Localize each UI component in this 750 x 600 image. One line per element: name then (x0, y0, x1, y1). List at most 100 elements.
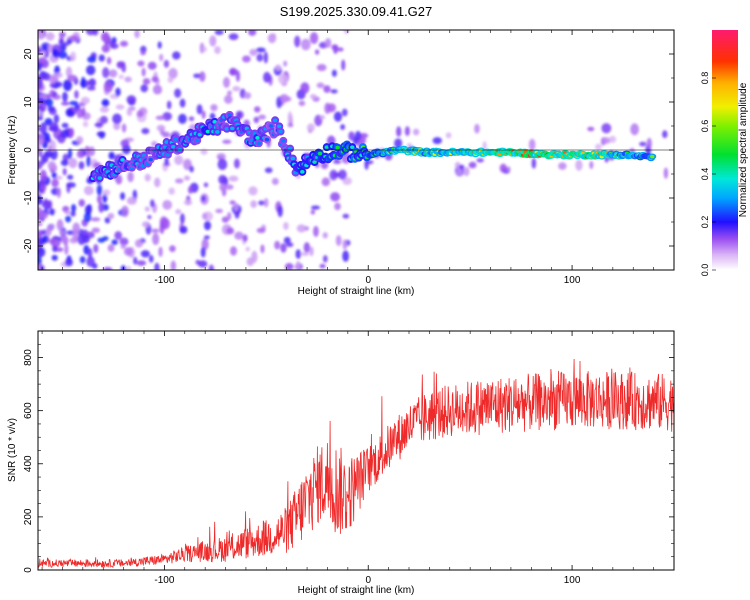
noise-blob (101, 99, 110, 107)
noise-blob (163, 59, 170, 68)
noise-blob (38, 109, 42, 117)
noise-blob (85, 65, 96, 76)
noise-blob (107, 212, 115, 220)
noise-blob (39, 122, 47, 135)
noise-blob (327, 103, 336, 113)
noise-blob (162, 131, 170, 138)
noise-blob (71, 204, 77, 212)
noise-blob (119, 40, 129, 47)
x-tick-label: 100 (564, 575, 581, 586)
noise-blob (300, 38, 311, 51)
noise-blob (499, 163, 507, 173)
noise-blob (99, 106, 110, 113)
noise-blob (80, 96, 90, 105)
noise-blob (45, 226, 52, 237)
ridge-core (173, 137, 179, 141)
noise-blob (209, 35, 217, 47)
noise-blob (119, 237, 129, 246)
noise-blob (120, 192, 126, 200)
noise-blob (141, 221, 151, 228)
y-tick-label: 0 (23, 567, 34, 573)
noise-blob (94, 122, 104, 128)
ridge-core (97, 176, 102, 180)
noise-blob (87, 86, 96, 91)
noise-blob (295, 260, 301, 270)
x-tick-label: 100 (564, 275, 581, 286)
noise-blob (78, 149, 83, 159)
spectrogram-y-label: Frequency (Hz) (7, 116, 18, 185)
noise-blob (468, 161, 477, 169)
noise-blob (630, 123, 639, 136)
noise-blob (47, 105, 56, 112)
noise-blob (140, 51, 146, 56)
noise-blob (342, 239, 348, 250)
noise-blob (263, 51, 268, 64)
noise-blob (43, 49, 50, 58)
noise-blob (203, 182, 209, 188)
noise-blob (175, 178, 184, 184)
noise-blob (42, 72, 51, 81)
ridge-core (300, 170, 305, 174)
noise-blob (137, 60, 145, 67)
noise-blob (51, 49, 57, 57)
noise-blob (166, 100, 172, 110)
noise-blob (324, 38, 332, 48)
noise-blob (340, 124, 346, 130)
noise-blob (60, 159, 69, 166)
colorbar-ticks: 0.0 0.2 0.4 0.6 0.8 (700, 72, 716, 276)
noise-blob (62, 168, 67, 176)
noise-blob (39, 51, 46, 56)
snr-x-label: Height of straight line (km) (298, 585, 415, 596)
noise-blob (58, 38, 64, 46)
noise-blob (78, 199, 86, 207)
noise-blob (81, 107, 86, 117)
noise-blob (67, 148, 73, 160)
noise-blob (334, 202, 341, 211)
noise-blob (69, 100, 79, 106)
noise-blob (42, 152, 49, 163)
noise-blob (98, 54, 105, 62)
noise-blob (76, 136, 84, 144)
noise-blob (303, 242, 311, 253)
noise-blob (134, 239, 143, 248)
noise-blob (52, 245, 58, 253)
noise-blob (45, 32, 55, 41)
noise-blob (474, 123, 480, 134)
noise-blob (329, 169, 338, 181)
noise-blob (575, 159, 583, 171)
noise-blob (242, 234, 248, 242)
spectrogram-heatmap (38, 30, 669, 270)
noise-blob (88, 78, 97, 88)
ridge-core (277, 124, 282, 129)
noise-blob (333, 111, 343, 122)
noise-blob (208, 264, 215, 270)
noise-blob (223, 76, 231, 88)
noise-blob (458, 164, 465, 170)
noise-blob (200, 148, 208, 155)
noise-blob (57, 51, 68, 59)
noise-blob (39, 211, 49, 219)
noise-blob (283, 60, 288, 67)
noise-blob (47, 160, 56, 170)
noise-blob (38, 77, 43, 90)
noise-blob (64, 243, 69, 255)
ridge-core (650, 154, 655, 159)
noise-blob (63, 79, 73, 92)
noise-blob (309, 32, 319, 44)
colorbar-gradient (712, 30, 738, 270)
noise-blob (254, 106, 261, 113)
noise-blob (64, 210, 71, 215)
colorbar-tick-label: 0.4 (700, 168, 710, 181)
noise-blob (96, 131, 106, 137)
noise-blob (201, 110, 206, 119)
noise-blob (463, 166, 470, 177)
noise-blob (79, 256, 86, 264)
noise-blob (342, 213, 350, 219)
noise-blob (253, 116, 260, 124)
noise-blob (99, 115, 108, 124)
noise-blob (41, 229, 48, 235)
noise-blob (589, 160, 594, 170)
noise-blob (663, 167, 669, 179)
noise-blob (115, 87, 121, 97)
noise-blob (219, 183, 227, 192)
